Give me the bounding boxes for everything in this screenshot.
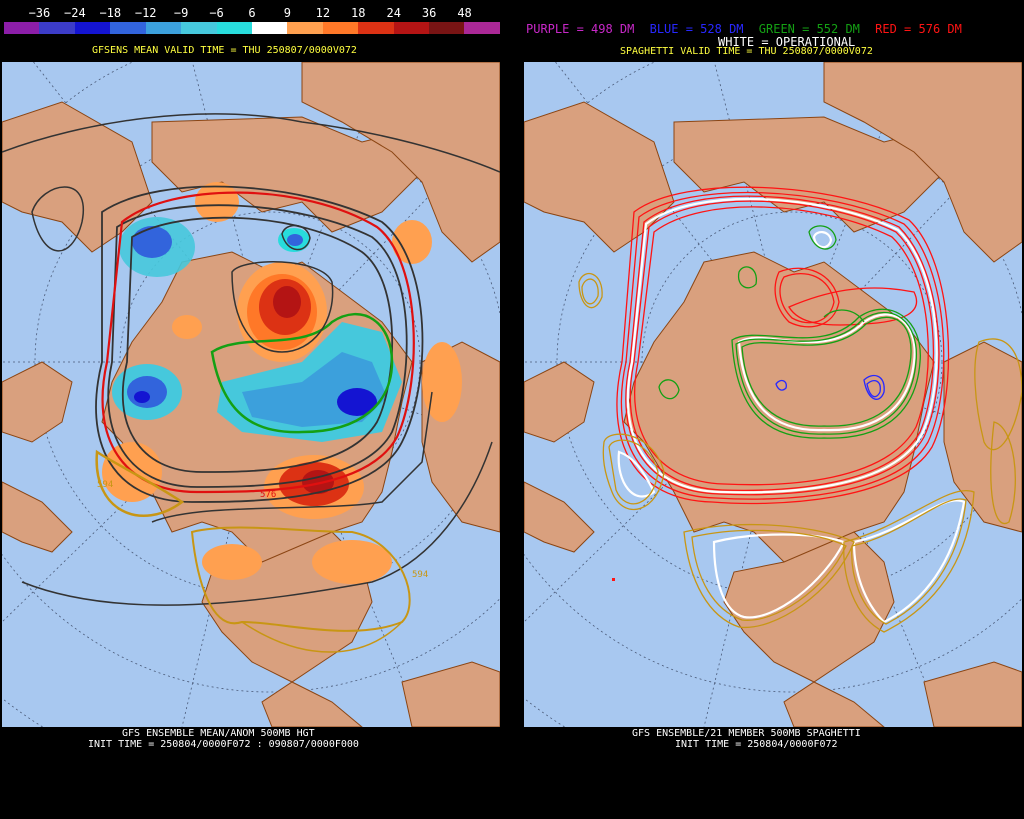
- colorbar-swatch: [39, 22, 75, 34]
- colorbar-tick-label: −9: [173, 6, 189, 20]
- right-init-time: INIT TIME = 250804/0000F072: [675, 739, 838, 750]
- colorbar-swatch: [429, 22, 465, 34]
- red-marker: [612, 578, 615, 581]
- colorbar-swatch: [358, 22, 394, 34]
- contour-label-594-east: 594: [412, 570, 428, 580]
- colorbar-tick-label: −24: [64, 6, 86, 20]
- colorbar-tick-label: 24: [386, 6, 401, 20]
- spaghetti-594-gold: [578, 272, 1022, 633]
- colorbar-tick-label: −36: [28, 6, 51, 20]
- colorbar-labels: −36 −24 −18 −12 −9 −6 6 9 12 18 24 36 48: [0, 6, 502, 20]
- colorbar-tick-label: 12: [315, 6, 331, 20]
- anomaly-shading: [102, 182, 462, 584]
- panel-divider: [502, 0, 522, 819]
- colorbar-swatch: [4, 22, 40, 34]
- colorbar-tick-label: 48: [457, 6, 472, 20]
- spaghetti-528-blue: [775, 374, 885, 400]
- colorbar-tick-label: −6: [209, 6, 224, 20]
- colorbar-swatch: [74, 22, 111, 34]
- right-map-svg: [524, 62, 1022, 727]
- legend-green: GREEN = 552 DM: [758, 22, 860, 36]
- spaghetti-map: [524, 62, 1022, 727]
- left-valid-time-title: GFSENS MEAN VALID TIME = THU 250807/0000…: [92, 45, 357, 56]
- spaghetti-552-green: [658, 225, 921, 439]
- colorbar-swatch: [110, 22, 146, 34]
- height-contours: [2, 113, 500, 653]
- legend-blue: BLUE = 528 DM: [649, 22, 744, 36]
- colorbar-tick-label: 6: [248, 6, 256, 20]
- colorbar-tick-label: 36: [421, 6, 437, 20]
- colorbar-swatch: [145, 22, 182, 34]
- anomaly-colorbar: [4, 22, 500, 34]
- spaghetti-legend: PURPLE = 498 DM BLUE = 528 DM GREEN = 55…: [526, 22, 962, 36]
- colorbar-tick-label: −12: [134, 6, 157, 20]
- colorbar-swatch: [216, 22, 252, 34]
- left-map-svg: 594 576 594: [2, 62, 500, 727]
- colorbar-swatch: [287, 22, 323, 34]
- legend-red: RED = 576 DM: [875, 22, 962, 36]
- ensemble-mean-anomaly-map: 594 576 594: [2, 62, 500, 727]
- left-init-time: INIT TIME = 250804/0000F072 : 090807/000…: [88, 739, 359, 750]
- colorbar-swatch: [464, 22, 500, 34]
- contour-label-594-west: 594: [97, 480, 113, 490]
- colorbar-swatch: [251, 22, 288, 34]
- legend-white-operational: WHITE = OPERATIONAL: [718, 35, 856, 49]
- colorbar-swatch: [322, 22, 359, 34]
- colorbar-tick-label: 18: [351, 6, 366, 20]
- spaghetti-panel: PURPLE = 498 DM BLUE = 528 DM GREEN = 55…: [522, 0, 1024, 819]
- colorbar-tick-label: 9: [283, 6, 292, 20]
- colorbar-swatch: [393, 22, 430, 34]
- land-masses-right: [524, 62, 1022, 727]
- colorbar-tick-label: −18: [99, 6, 122, 20]
- right-valid-time-title: SPAGHETTI VALID TIME = THU 250807/0000V0…: [620, 46, 873, 57]
- colorbar-swatch: [181, 22, 217, 34]
- ensemble-mean-panel: −36 −24 −18 −12 −9 −6 6 9 12 18 24 36 48 GFSENS MEAN…: [0, 0, 502, 819]
- right-bottom-title: GFS ENSEMBLE/21 MEMBER 500MB SPAGHETTI: [632, 728, 861, 739]
- operational-contours: [617, 197, 966, 624]
- left-bottom-title: GFS ENSEMBLE MEAN/ANOM 500MB HGT: [122, 728, 315, 739]
- contour-label-576: 576: [260, 490, 276, 500]
- legend-purple: PURPLE = 498 DM: [526, 22, 635, 36]
